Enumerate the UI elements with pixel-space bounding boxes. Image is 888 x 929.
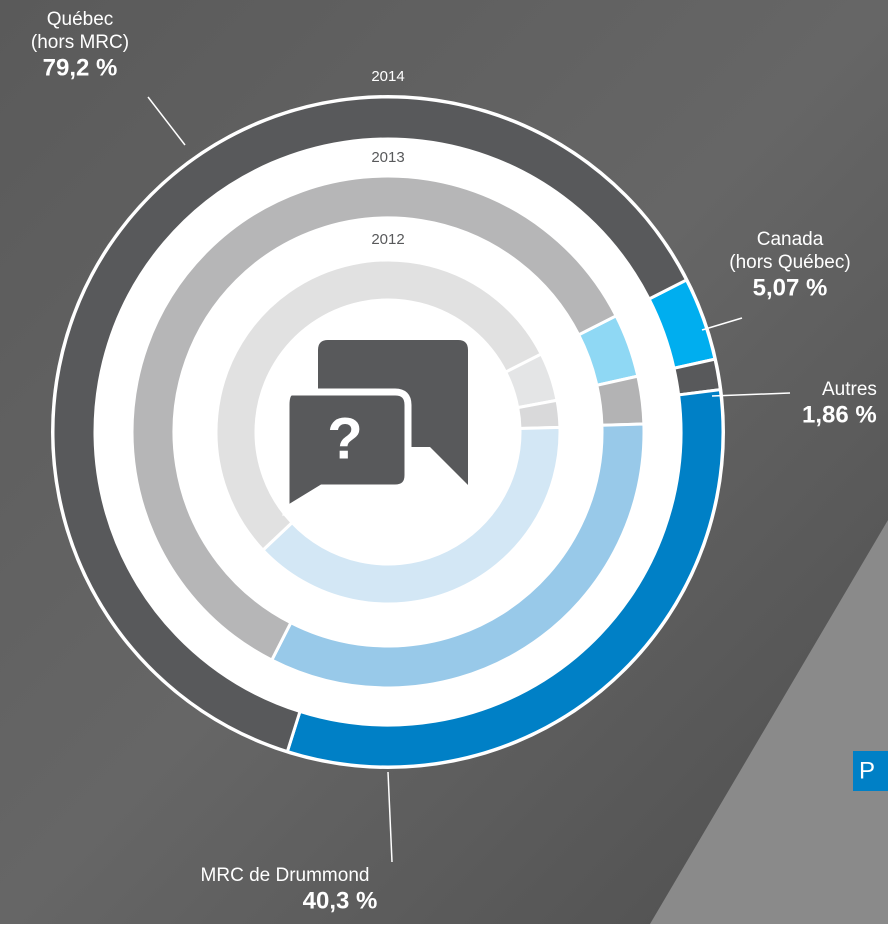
ring-label: 2012 [371,231,404,248]
series-name: (hors MRC) [31,32,129,53]
value-label: 5,07 % [753,274,828,301]
donut-segment [597,376,644,425]
series-name: MRC de Drummond [201,865,370,886]
svg-text:?: ? [327,406,362,471]
ring-label: 2013 [371,149,404,166]
value-label: 79,2 % [43,54,118,81]
series-name: Canada [757,229,824,250]
fragment-text: P [859,757,875,784]
series-name: Autres [822,379,877,400]
value-label: 1,86 % [802,401,877,428]
ring-label: 2014 [371,68,404,85]
page: {"chart_data":{"type":"multi-donut", "ca… [0,0,888,924]
chart: ? P 2012 2013 2014 Canada(hors Québec)5,07 … [0,0,888,924]
series-name: Québec [47,9,114,30]
value-label: 40,3 % [303,887,378,914]
series-name: (hors Québec) [729,252,850,273]
